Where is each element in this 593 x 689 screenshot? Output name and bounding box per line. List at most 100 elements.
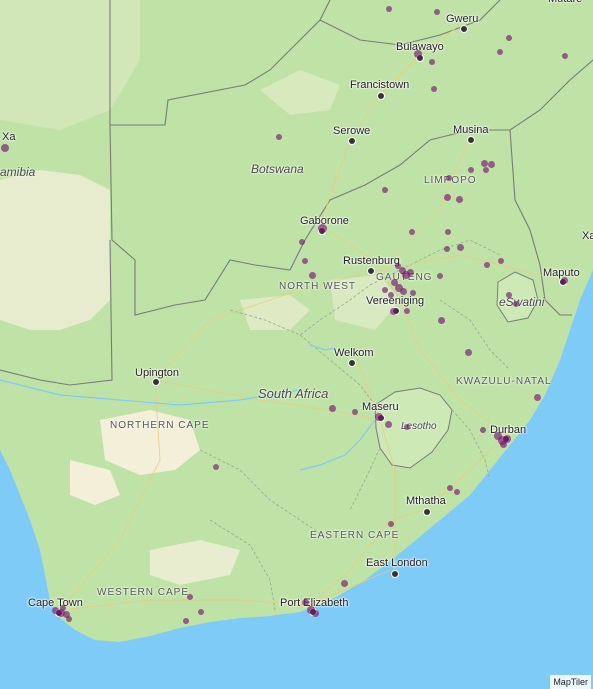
data-point-marker[interactable] [409, 229, 415, 235]
data-point-marker[interactable] [445, 229, 451, 235]
province-label-north-west: NORTH WEST [279, 281, 357, 292]
data-point-marker[interactable] [340, 579, 348, 587]
country-label-south-africa: South Africa [258, 386, 329, 401]
data-point-marker[interactable] [60, 605, 66, 611]
data-point-marker[interactable] [484, 262, 490, 268]
data-point-marker[interactable] [503, 435, 511, 443]
data-point-marker[interactable] [390, 278, 398, 286]
data-point-marker[interactable] [395, 284, 403, 292]
data-point-marker[interactable] [299, 239, 305, 245]
city-label-gweru: Gweru [446, 13, 479, 25]
data-point-marker[interactable] [382, 187, 388, 193]
data-point-marker[interactable] [533, 393, 541, 401]
data-point-marker[interactable] [456, 243, 464, 251]
data-point-marker[interactable] [388, 521, 394, 527]
data-point-marker[interactable] [497, 435, 507, 445]
data-point-marker[interactable] [386, 6, 392, 12]
data-point-marker[interactable] [404, 424, 410, 430]
city-label-bulawayo: Bulawayo [396, 41, 444, 53]
city-dot-gweru [460, 25, 468, 33]
province-label-northern-cape: NORTHERN CAPE [110, 420, 210, 431]
data-point-marker[interactable] [276, 134, 282, 140]
province-label-kwazulu-natal: KWAZULU-NATAL [456, 376, 552, 387]
city-label-rustenburg: Rustenburg [343, 255, 400, 267]
data-point-marker[interactable] [506, 35, 512, 41]
data-point-marker[interactable] [487, 160, 495, 168]
city-dot-mthatha [423, 508, 431, 516]
city-dot-musina [467, 136, 475, 144]
data-point-marker[interactable] [406, 268, 414, 276]
city-dot-rustenburg [367, 267, 375, 275]
data-point-marker[interactable] [213, 464, 219, 470]
data-point-marker[interactable] [395, 263, 401, 269]
data-point-marker[interactable] [480, 427, 486, 433]
data-point-marker[interactable] [464, 348, 472, 356]
data-point-marker[interactable] [429, 59, 435, 65]
data-point-marker[interactable] [388, 292, 394, 298]
data-point-marker[interactable] [446, 175, 452, 181]
data-point-marker[interactable] [437, 273, 443, 279]
data-point-marker[interactable] [66, 616, 72, 622]
city-dot-upington [152, 378, 160, 386]
city-label-east-london: East London [366, 557, 428, 569]
water-features [0, 344, 376, 471]
data-point-marker[interactable] [187, 594, 193, 600]
data-point-marker[interactable] [499, 440, 507, 448]
data-point-marker[interactable] [455, 195, 463, 203]
province-label-western-cape: WESTERN CAPE [97, 587, 190, 598]
data-point-marker[interactable] [317, 223, 327, 233]
map-attribution[interactable]: MapTiler [550, 675, 591, 689]
data-point-marker[interactable] [375, 413, 383, 421]
city-label-windhoek: Xa [2, 131, 16, 143]
data-point-marker[interactable] [1, 144, 9, 152]
data-point-marker[interactable] [414, 50, 422, 58]
data-point-marker[interactable] [483, 167, 489, 173]
data-point-marker[interactable] [480, 159, 488, 167]
data-point-marker[interactable] [447, 485, 453, 491]
country-borders [0, 0, 593, 386]
data-point-marker[interactable] [183, 618, 189, 624]
data-point-marker[interactable] [506, 292, 512, 298]
data-point-marker[interactable] [437, 316, 445, 324]
province-borders [199, 239, 511, 611]
data-point-marker[interactable] [468, 167, 474, 173]
city-label-serowe: Serowe [333, 125, 371, 137]
data-point-marker[interactable] [384, 420, 392, 428]
data-point-marker[interactable] [311, 609, 319, 617]
data-point-marker[interactable] [302, 258, 308, 264]
data-point-marker[interactable] [382, 287, 388, 293]
data-point-marker[interactable] [454, 489, 460, 495]
data-point-marker[interactable] [431, 86, 437, 92]
city-label-mthatha: Mthatha [406, 495, 446, 507]
city-label-welkom: Welkom [334, 347, 374, 359]
data-point-marker[interactable] [57, 609, 65, 617]
city-label-cape-town: Cape Town [28, 597, 83, 609]
data-point-marker[interactable] [497, 49, 503, 55]
data-point-marker[interactable] [410, 290, 416, 296]
data-point-marker[interactable] [51, 606, 59, 614]
country-label-lesotho: Lesotho [401, 421, 437, 432]
data-point-marker[interactable] [301, 598, 309, 606]
data-point-marker[interactable] [494, 432, 502, 440]
data-point-marker[interactable] [444, 246, 450, 252]
data-point-marker[interactable] [443, 193, 451, 201]
data-point-marker[interactable] [560, 276, 568, 284]
data-point-marker[interactable] [352, 409, 358, 415]
city-label-durban: Durban [490, 424, 527, 436]
data-point-marker[interactable] [62, 610, 70, 618]
data-point-marker[interactable] [308, 271, 316, 279]
data-point-marker[interactable] [398, 266, 406, 274]
data-point-marker[interactable] [434, 9, 440, 15]
data-point-marker[interactable] [198, 609, 204, 615]
province-label-eastern-cape: EASTERN CAPE [310, 530, 400, 541]
data-point-marker[interactable] [399, 287, 407, 295]
data-point-marker[interactable] [328, 404, 336, 412]
data-point-marker[interactable] [562, 53, 568, 59]
data-point-marker[interactable] [389, 307, 397, 315]
data-point-marker[interactable] [404, 308, 410, 314]
data-point-marker[interactable] [513, 301, 519, 307]
data-point-marker[interactable] [307, 606, 315, 614]
data-point-marker[interactable] [498, 258, 504, 264]
data-point-marker[interactable] [402, 271, 410, 279]
